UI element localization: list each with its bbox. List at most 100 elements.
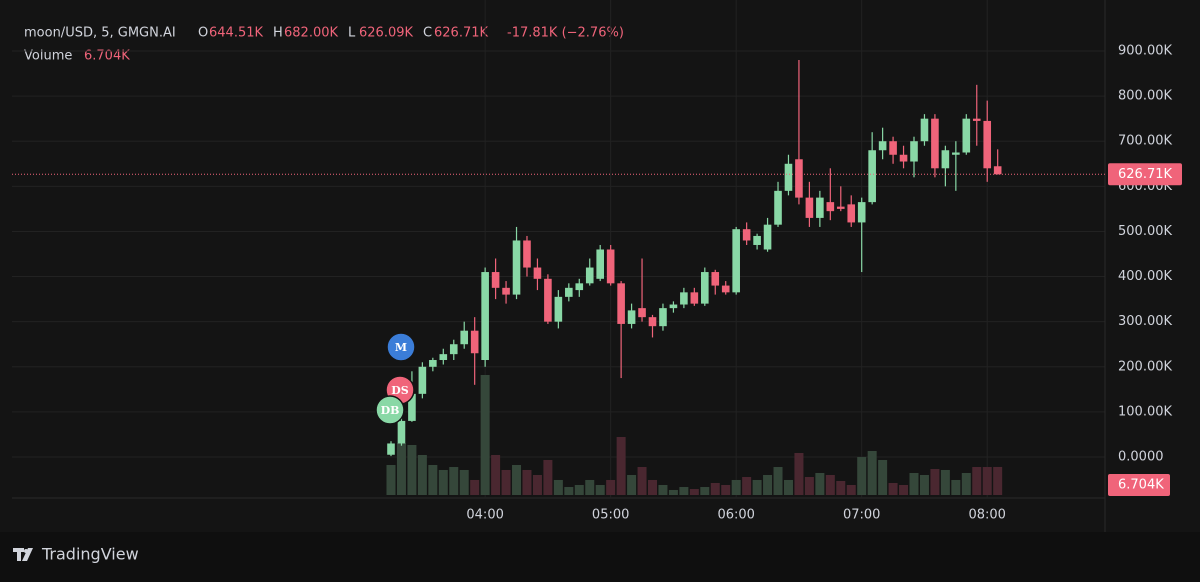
- volume-bar: [783, 479, 793, 495]
- volume-bar: [637, 467, 647, 495]
- volume-bar: [815, 472, 825, 495]
- ohlc-key: L: [348, 26, 356, 41]
- volume-bar: [940, 469, 950, 495]
- volume-bar: [449, 467, 459, 495]
- volume-bar: [595, 485, 605, 495]
- candle-body: [889, 141, 897, 155]
- candle-body: [784, 163, 793, 191]
- candle-body: [554, 296, 563, 322]
- candle-body: [502, 287, 510, 295]
- volume-bar: [804, 477, 814, 495]
- candle-body: [397, 420, 406, 444]
- candle-body: [659, 308, 667, 327]
- brand-logo: [13, 548, 33, 561]
- volume-bar: [480, 375, 490, 495]
- volume-bar: [763, 475, 773, 495]
- change: -17.81K (−2.76%): [507, 26, 624, 41]
- candle-body: [847, 204, 856, 223]
- candle-body: [701, 272, 709, 304]
- volume-bar: [396, 442, 406, 495]
- volume-bar: [742, 477, 752, 495]
- volume-label: 6.704K: [84, 49, 130, 64]
- volume-bar: [846, 485, 856, 495]
- volume-label-box: [1108, 474, 1170, 496]
- volume-bar: [459, 469, 469, 495]
- ohlc-key: H: [273, 26, 283, 41]
- ohlc-value: 682.00K: [284, 26, 338, 41]
- y-tick-label: 400.00K: [1118, 269, 1172, 284]
- volume-bar: [710, 482, 720, 495]
- volume-bar: [648, 479, 657, 495]
- volume-bar: [794, 452, 804, 495]
- candle-body: [774, 190, 782, 225]
- candle-body: [993, 166, 1002, 175]
- volume-bar: [919, 475, 929, 495]
- volume-bar: [700, 487, 710, 495]
- candle-body: [962, 118, 971, 153]
- volume-bar: [386, 465, 396, 495]
- candle-body: [648, 317, 657, 327]
- volume-bar: [752, 479, 762, 495]
- volume-bar: [532, 475, 542, 495]
- volume-bar: [438, 469, 448, 495]
- candle-body: [481, 272, 489, 361]
- volume-bar: [606, 479, 616, 495]
- volume-bar: [522, 469, 532, 495]
- candle-body: [931, 118, 939, 169]
- volume-bar: [491, 455, 501, 495]
- candle-body: [533, 267, 542, 279]
- annotation-marker: [375, 395, 405, 425]
- candle-body: [742, 229, 751, 241]
- candle-body: [429, 360, 437, 367]
- annotation-label: DS: [391, 384, 409, 397]
- candle-body: [941, 150, 950, 169]
- candle-body: [596, 249, 604, 279]
- last-price-box: [1108, 163, 1182, 186]
- volume-bar: [407, 445, 417, 495]
- candle-body: [868, 150, 876, 203]
- volume-bar: [616, 437, 626, 495]
- volume-bar: [543, 459, 553, 495]
- candle-body: [721, 285, 730, 293]
- candle-body: [638, 308, 646, 318]
- brand: TradingView: [41, 545, 139, 564]
- y-tick-label: 0.0000: [1118, 450, 1164, 465]
- candle-body: [449, 344, 458, 355]
- ohlc-value: 626.71K: [434, 26, 488, 41]
- candle-body: [920, 118, 929, 142]
- volume-bar: [825, 475, 835, 495]
- candle-body: [680, 292, 688, 305]
- volume-bar: [585, 479, 595, 495]
- volume-axis-label: 6.704K: [1118, 478, 1164, 493]
- y-tick-label: 800.00K: [1118, 89, 1172, 104]
- ohlc-value: 626.09K: [359, 26, 413, 41]
- candle-body: [617, 283, 625, 324]
- candle-body: [470, 330, 479, 354]
- volume-bar: [627, 475, 637, 495]
- candle-body: [690, 292, 699, 304]
- candle-body: [669, 304, 678, 309]
- volume-bar: [470, 479, 480, 495]
- candle-body: [826, 202, 835, 212]
- candle-body: [952, 152, 960, 155]
- volume-title: Volume: [24, 49, 72, 64]
- volume-bar: [982, 467, 992, 495]
- candle-body: [523, 240, 531, 268]
- volume-bar: [909, 472, 919, 495]
- y-tick-label: 900.00K: [1118, 44, 1172, 59]
- volume-bar: [428, 465, 438, 495]
- y-tick-label: 500.00K: [1118, 224, 1172, 239]
- y-tick-label: 300.00K: [1118, 314, 1172, 329]
- x-tick-label: 04:00: [466, 508, 503, 523]
- footer: [0, 532, 1200, 578]
- candle-body: [899, 154, 908, 162]
- last-price-label: 626.71K: [1118, 167, 1172, 182]
- volume-bar: [721, 485, 731, 495]
- candle-body: [565, 287, 573, 297]
- candle-body: [763, 224, 772, 250]
- candle-body: [606, 249, 615, 284]
- volume-bar: [867, 450, 877, 495]
- volume-bar: [731, 479, 741, 495]
